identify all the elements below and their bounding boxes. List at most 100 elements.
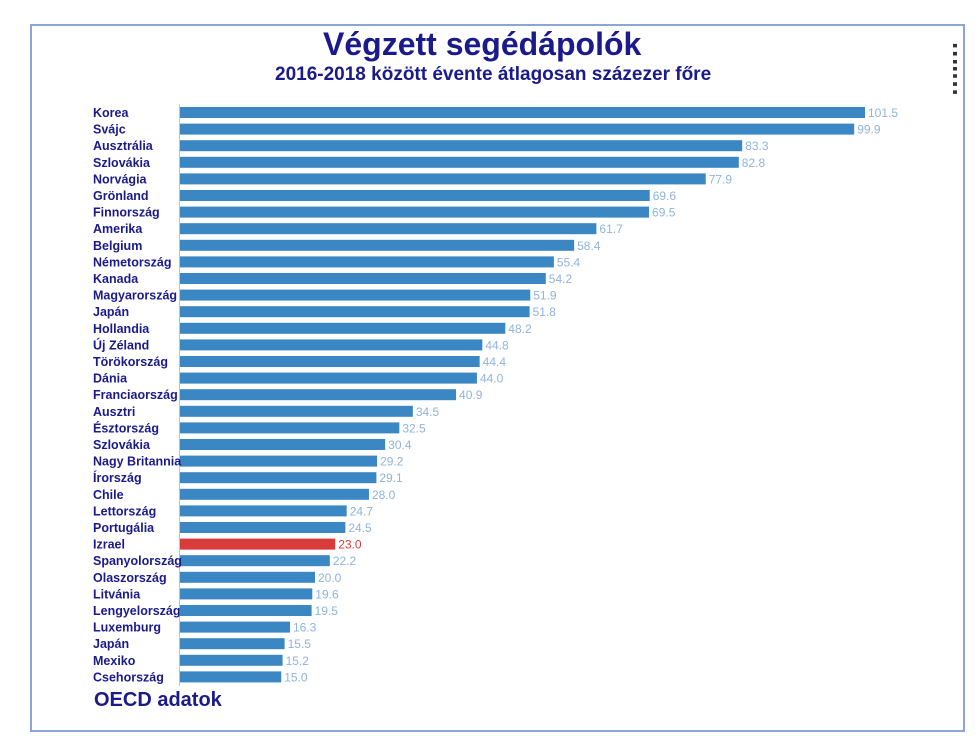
category-label: Mexiko bbox=[93, 654, 136, 668]
bar bbox=[180, 206, 650, 218]
value-label: 44.4 bbox=[483, 355, 507, 369]
mlm-logo-icon: mlm bbox=[947, 42, 957, 95]
logo-text: mlm bbox=[947, 42, 957, 95]
bar bbox=[180, 356, 480, 367]
bar bbox=[180, 322, 506, 334]
value-label: 32.5 bbox=[402, 421, 426, 435]
bar bbox=[180, 638, 285, 650]
value-label: 15.2 bbox=[286, 654, 310, 668]
value-label: 34.5 bbox=[416, 405, 440, 419]
bar bbox=[180, 505, 347, 517]
bar bbox=[180, 605, 312, 616]
bar bbox=[180, 522, 346, 533]
value-label: 44.8 bbox=[485, 338, 509, 352]
bar bbox=[180, 455, 378, 467]
bar bbox=[180, 256, 554, 268]
value-label: 20.0 bbox=[318, 571, 342, 585]
value-label: 55.4 bbox=[557, 255, 581, 269]
bar bbox=[180, 621, 291, 633]
value-label: 29.2 bbox=[380, 455, 404, 469]
bar bbox=[180, 538, 336, 550]
category-label: Spanyolország bbox=[93, 554, 182, 568]
value-label: 40.9 bbox=[459, 388, 483, 402]
category-label: Japán bbox=[93, 305, 129, 319]
category-label: Norvágia bbox=[93, 172, 148, 186]
category-label: Portugália bbox=[93, 521, 155, 535]
value-label: 69.6 bbox=[653, 189, 677, 203]
value-label: 15.5 bbox=[288, 637, 312, 651]
bar bbox=[180, 389, 457, 401]
bar bbox=[180, 306, 530, 318]
bar bbox=[180, 555, 330, 567]
category-label: Ausztrália bbox=[93, 139, 154, 153]
value-label: 51.9 bbox=[533, 289, 557, 303]
bar bbox=[180, 654, 283, 666]
category-label: Olaszország bbox=[93, 571, 167, 585]
category-label: Izrael bbox=[93, 538, 125, 552]
value-label: 48.2 bbox=[508, 322, 532, 336]
category-label: Litvánia bbox=[93, 587, 141, 601]
category-label: Chile bbox=[93, 488, 124, 502]
category-label: Törökország bbox=[93, 355, 168, 369]
category-label: Dánia bbox=[93, 372, 128, 386]
value-label: 22.2 bbox=[333, 554, 357, 568]
bar bbox=[180, 488, 369, 500]
category-label: Grönland bbox=[93, 189, 149, 203]
source-note: OECD adatok bbox=[94, 689, 222, 711]
bar bbox=[180, 405, 413, 417]
category-label: Hollandia bbox=[93, 322, 150, 336]
category-label: Szlovákia bbox=[93, 438, 151, 452]
category-label: Magyarország bbox=[93, 289, 177, 303]
category-label: Csehország bbox=[93, 670, 164, 684]
category-label: Belgium bbox=[93, 239, 142, 253]
category-label: Svájc bbox=[93, 123, 126, 137]
bar bbox=[180, 190, 650, 201]
value-label: 28.0 bbox=[372, 488, 396, 502]
bar bbox=[180, 339, 483, 351]
value-label: 82.8 bbox=[742, 156, 766, 170]
chart-title: Végzett segédápolók bbox=[323, 26, 642, 62]
bar bbox=[180, 472, 377, 484]
value-label: 29.1 bbox=[379, 471, 403, 485]
value-label: 99.9 bbox=[857, 123, 881, 137]
category-label: Franciaország bbox=[93, 388, 178, 402]
bar bbox=[180, 223, 597, 235]
value-label: 44.0 bbox=[480, 372, 504, 386]
category-label: Japán bbox=[93, 637, 129, 651]
bar bbox=[180, 239, 575, 251]
value-label: 15.0 bbox=[284, 670, 308, 684]
category-label: Írország bbox=[93, 470, 142, 485]
value-label: 83.3 bbox=[745, 139, 769, 153]
category-label: Új Zéland bbox=[93, 337, 149, 352]
bar bbox=[180, 422, 400, 434]
value-label: 54.2 bbox=[549, 272, 573, 286]
value-label: 24.5 bbox=[348, 521, 372, 535]
bar bbox=[180, 156, 739, 168]
value-label: 19.5 bbox=[315, 604, 339, 618]
category-label: Luxemburg bbox=[93, 621, 161, 635]
bar bbox=[180, 588, 313, 600]
bar bbox=[180, 571, 315, 583]
bar bbox=[180, 671, 282, 683]
bar bbox=[180, 107, 865, 118]
category-label: Korea bbox=[93, 106, 129, 120]
bar bbox=[180, 439, 386, 450]
value-label: 51.8 bbox=[533, 305, 557, 319]
bar bbox=[180, 173, 706, 185]
category-label: Lettország bbox=[93, 504, 156, 518]
category-label: Finnország bbox=[93, 206, 160, 220]
value-label: 23.0 bbox=[338, 538, 362, 552]
category-label: Amerika bbox=[93, 222, 143, 236]
value-label: 69.5 bbox=[652, 206, 676, 220]
category-label: Észtország bbox=[93, 420, 159, 435]
value-label: 16.3 bbox=[293, 621, 317, 635]
bar bbox=[180, 140, 743, 152]
bar bbox=[180, 372, 477, 384]
category-label: Kanada bbox=[93, 272, 139, 286]
value-label: 61.7 bbox=[599, 222, 623, 236]
category-label: Németország bbox=[93, 255, 172, 269]
category-label: Szlovákia bbox=[93, 156, 151, 170]
value-label: 30.4 bbox=[388, 438, 412, 452]
bar bbox=[180, 123, 855, 135]
